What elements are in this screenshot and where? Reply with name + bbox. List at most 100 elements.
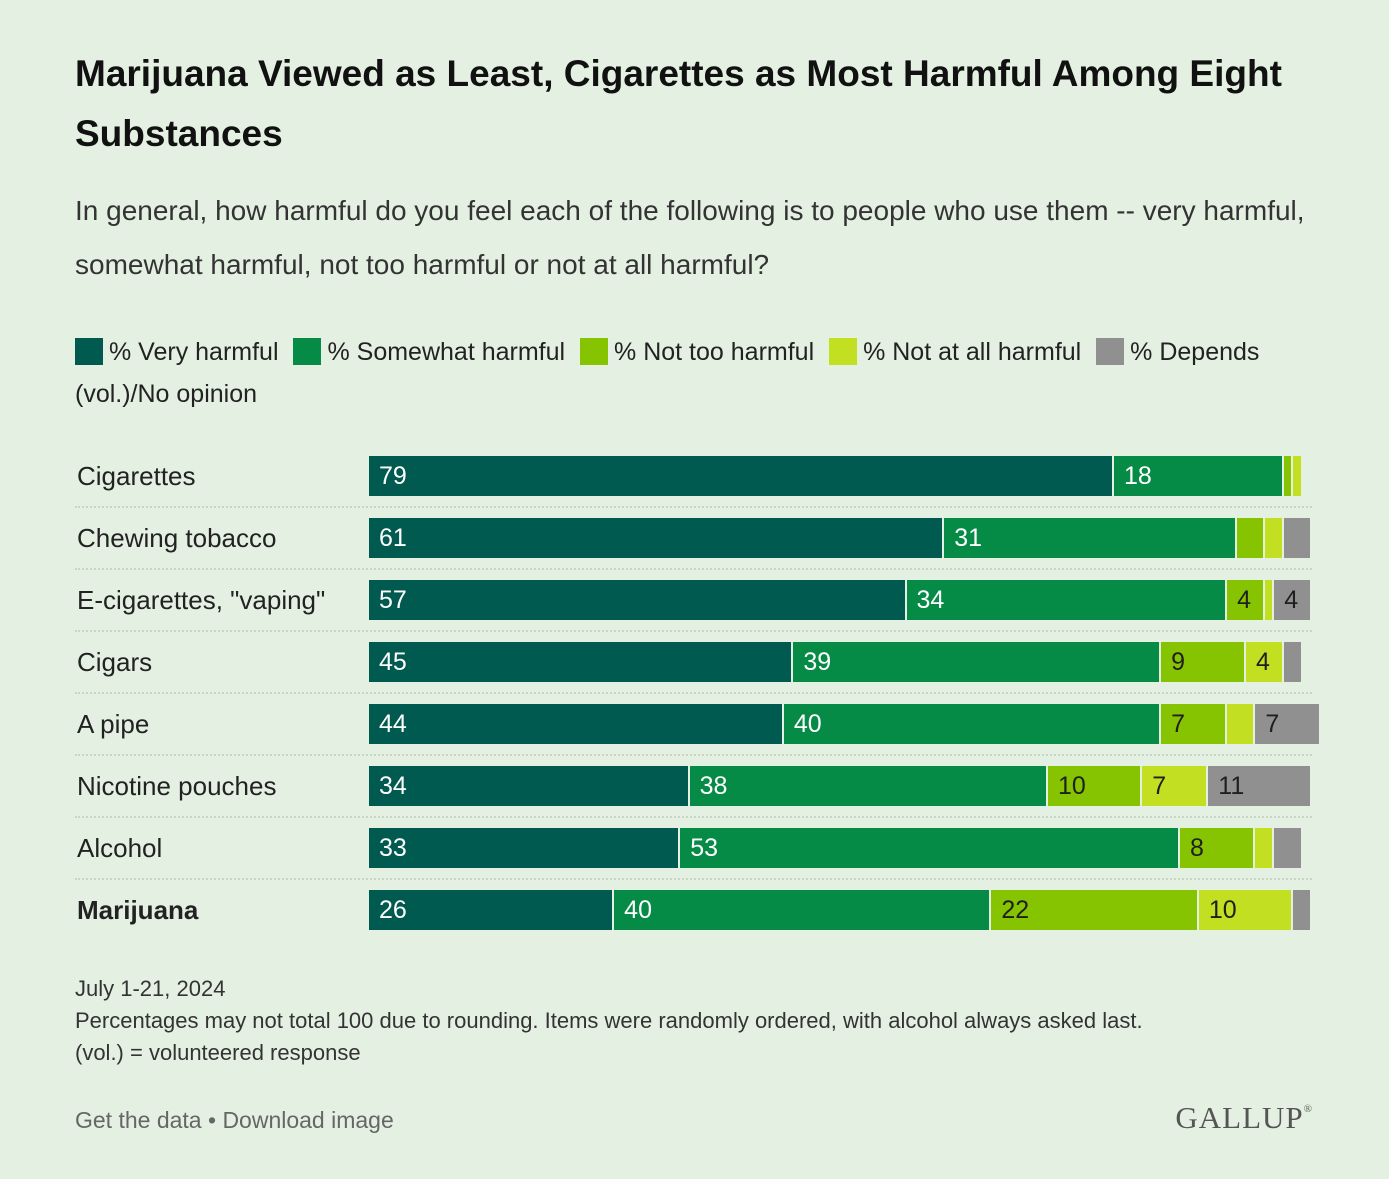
bar-segment	[614, 890, 992, 930]
category-label: Alcohol	[77, 833, 163, 863]
bar-segment	[680, 828, 1180, 868]
data-label: 18	[1123, 462, 1152, 490]
bar-segment	[1274, 828, 1303, 868]
data-label: 40	[793, 710, 822, 738]
bar-segment	[1283, 456, 1294, 496]
bar-segment	[1142, 766, 1209, 806]
bar-segment	[1227, 580, 1265, 620]
rounding-note: Percentages may not total 100 due to rou…	[75, 1008, 1143, 1033]
data-label: 53	[690, 834, 718, 862]
data-label: 40	[624, 896, 652, 924]
bar-segment	[1198, 890, 1294, 930]
chart-subtitle: In general, how harmful do you feel each…	[75, 195, 1305, 280]
data-label: 9	[1171, 648, 1186, 676]
data-label: 22	[1001, 896, 1030, 924]
bar-segment	[1236, 518, 1265, 558]
legend-label: % Somewhat harmful	[327, 338, 566, 366]
bar-segment	[1255, 828, 1275, 868]
bar-segment	[369, 890, 615, 930]
bar-segment	[369, 766, 690, 806]
row-separator	[75, 754, 1312, 756]
bar-segment	[1179, 828, 1256, 868]
data-label: 31	[954, 524, 983, 552]
legend-swatch	[829, 338, 858, 365]
legend-swatch	[580, 338, 609, 365]
data-label: 4	[1284, 586, 1299, 614]
row-separator	[75, 568, 1312, 570]
download-image-link[interactable]: Download image	[222, 1107, 394, 1133]
data-label: 34	[379, 772, 407, 800]
data-label: 7	[1171, 710, 1186, 738]
category-label: Cigars	[77, 647, 153, 677]
chart-legend: % Very harmful % Somewhat harmful % Not …	[75, 331, 1315, 415]
bar-segment	[369, 828, 681, 868]
legend-swatch	[75, 338, 103, 365]
data-label: 8	[1189, 834, 1204, 862]
bar-segment	[1161, 642, 1246, 682]
bar-segment	[1293, 890, 1312, 930]
bar-segment	[793, 642, 1162, 682]
survey-date: July 1-21, 2024	[75, 976, 226, 1001]
legend-item: % Depends (vol.)/No opinion	[75, 338, 1259, 408]
bar-segment	[1227, 704, 1256, 744]
bar-segment	[1264, 580, 1275, 620]
bar-segment	[944, 518, 1237, 558]
data-label: 45	[379, 648, 407, 676]
data-label: 26	[379, 896, 407, 924]
bar-segment	[369, 456, 1114, 496]
bar-segment	[369, 704, 784, 744]
bar-segment	[991, 890, 1199, 930]
link-separator: •	[207, 1107, 217, 1133]
category-label: E-cigarettes, "vaping"	[77, 585, 326, 615]
data-label: 79	[379, 462, 407, 490]
gallup-logo-text: GALLUP	[1175, 1100, 1304, 1135]
category-label: Chewing tobacco	[77, 523, 277, 553]
legend-item: % Somewhat harmful	[293, 338, 565, 366]
data-label: 33	[379, 834, 407, 862]
data-label: 7	[1265, 710, 1280, 738]
chart-links: Get the data • Download image	[75, 1107, 394, 1134]
row-separator	[75, 630, 1312, 632]
bar-segment	[689, 766, 1048, 806]
bar-segment	[1047, 766, 1143, 806]
data-label: 39	[803, 648, 832, 676]
category-label: Cigarettes	[77, 461, 196, 491]
bar-segment	[906, 580, 1228, 620]
legend-swatch	[1096, 338, 1125, 365]
bar-segment	[1283, 518, 1312, 558]
bar-segment	[1113, 456, 1284, 496]
data-label: 61	[379, 524, 407, 552]
legend-label: % Not at all harmful	[863, 338, 1082, 366]
data-label: 38	[699, 772, 728, 800]
registered-mark: ®	[1303, 1103, 1313, 1115]
legend-item: % Not too harmful	[580, 338, 814, 366]
row-separator	[75, 506, 1312, 508]
get-the-data-link[interactable]: Get the data	[75, 1107, 202, 1133]
row-separator	[75, 878, 1312, 880]
category-label: Nicotine pouches	[77, 771, 277, 801]
volunteered-note: (vol.) = volunteered response	[75, 1040, 361, 1065]
legend-label: % Very harmful	[109, 338, 279, 366]
data-label: 34	[916, 586, 945, 614]
row-separator	[75, 816, 1312, 818]
row-separator	[75, 692, 1312, 694]
bar-segment	[1293, 456, 1303, 496]
legend-label: % Not too harmful	[614, 338, 815, 366]
data-label: 11	[1218, 772, 1245, 800]
data-label: 10	[1057, 772, 1086, 800]
bar-segment	[1255, 704, 1322, 744]
data-label: 4	[1255, 648, 1270, 676]
legend-item: % Not at all harmful	[829, 338, 1081, 366]
bar-segment	[1208, 766, 1312, 806]
data-label: 57	[379, 586, 407, 614]
bar-segment	[369, 580, 907, 620]
gallup-logo: GALLUP®	[1175, 1100, 1313, 1136]
category-label: Marijuana	[77, 895, 199, 925]
data-label: 10	[1208, 896, 1237, 924]
data-label: 7	[1152, 772, 1167, 800]
data-label: 4	[1237, 586, 1252, 614]
chart-title: Marijuana Viewed as Least, Cigarettes as…	[75, 53, 1282, 154]
bar-segment	[1264, 518, 1284, 558]
data-label: 44	[379, 710, 407, 738]
